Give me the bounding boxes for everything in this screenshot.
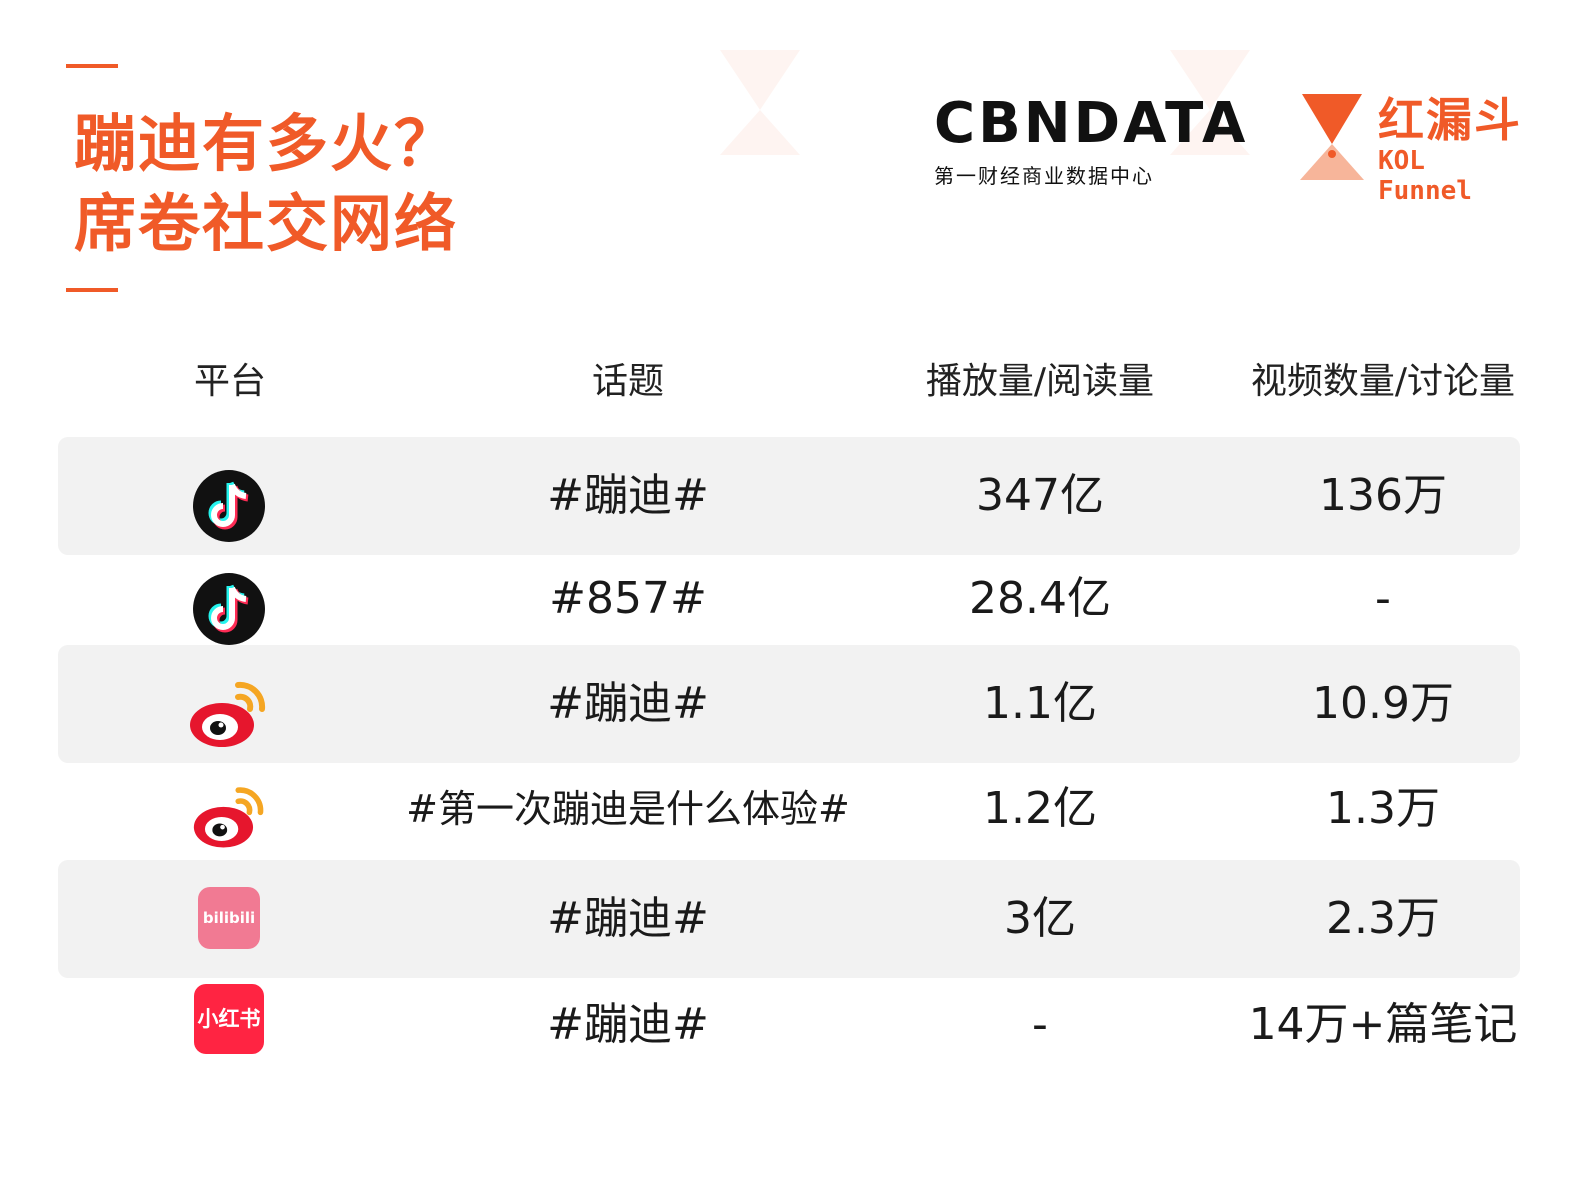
plays-cell: - xyxy=(1032,999,1048,1050)
count-cell: 136万 xyxy=(1319,470,1447,521)
topic-cell: #857# xyxy=(549,573,707,624)
xiaohongshu-icon-text: 小红书 xyxy=(197,1007,261,1031)
table-row: 小红书 #蹦迪# - 14万+篇笔记 xyxy=(58,966,1520,1084)
plays-cell: 1.2亿 xyxy=(983,783,1097,834)
accent-line-bottom xyxy=(66,288,118,292)
plays-cell: 28.4亿 xyxy=(969,573,1111,624)
header-platform: 平台 xyxy=(193,361,266,402)
header-plays: 播放量/阅读量 xyxy=(925,361,1155,402)
table-row: bilibili #蹦迪# 3亿 2.3万 xyxy=(58,860,1520,978)
kol-funnel-cn: 红漏斗 xyxy=(1378,93,1522,147)
cbndata-logo: CBNDATA 第一财经商业数据中心 xyxy=(934,91,1249,189)
douyin-icon xyxy=(192,572,266,646)
douyin-icon xyxy=(192,469,266,543)
xiaohongshu-icon: 小红书 xyxy=(194,984,264,1054)
header-count: 视频数量/讨论量 xyxy=(1250,361,1516,402)
count-cell: 2.3万 xyxy=(1326,893,1440,944)
topic-cell: #第一次蹦迪是什么体验# xyxy=(406,787,850,831)
watermark xyxy=(700,40,860,164)
header-topic: 话题 xyxy=(591,361,664,402)
title-line-2: 席卷社交网络 xyxy=(74,187,459,260)
page-title: 蹦迪有多火？ 席卷社交网络 xyxy=(74,104,458,264)
bilibili-icon: bilibili xyxy=(198,887,260,949)
cbndata-wordmark: CBNDATA xyxy=(934,91,1249,156)
bilibili-icon-text: bilibili xyxy=(202,909,256,927)
topic-cell: #蹦迪# xyxy=(547,893,709,944)
table-row: #857# 28.4亿 - xyxy=(58,540,1520,658)
title-line-1: 蹦迪有多火？ xyxy=(74,107,459,180)
topic-cell: #蹦迪# xyxy=(547,999,709,1050)
topic-cell: #蹦迪# xyxy=(547,678,709,729)
plays-cell: 3亿 xyxy=(1004,893,1076,944)
topic-cell: #蹦迪# xyxy=(547,470,709,521)
table-row: #蹦迪# 1.1亿 10.9万 xyxy=(58,645,1520,763)
plays-cell: 347亿 xyxy=(976,470,1104,521)
count-cell: 1.3万 xyxy=(1326,783,1440,834)
hourglass-icon xyxy=(1300,94,1364,180)
table-row: #第一次蹦迪是什么体验# 1.2亿 1.3万 xyxy=(58,750,1520,868)
weibo-icon xyxy=(188,677,266,751)
plays-cell: 1.1亿 xyxy=(983,678,1097,729)
accent-line-top xyxy=(66,64,118,68)
table-header: 平台 话题 播放量/阅读量 视频数量/讨论量 xyxy=(0,352,1575,412)
cbndata-subtitle: 第一财经商业数据中心 xyxy=(934,164,1154,188)
count-cell: - xyxy=(1375,573,1391,624)
count-cell: 14万+篇笔记 xyxy=(1248,999,1518,1050)
kol-funnel-logo: 红漏斗 KOL Funnel xyxy=(1298,92,1528,206)
count-cell: 10.9万 xyxy=(1312,678,1454,729)
table-row: #蹦迪# 347亿 136万 xyxy=(58,437,1520,555)
kol-funnel-en: KOL Funnel xyxy=(1378,146,1472,206)
weibo-icon xyxy=(192,782,266,856)
